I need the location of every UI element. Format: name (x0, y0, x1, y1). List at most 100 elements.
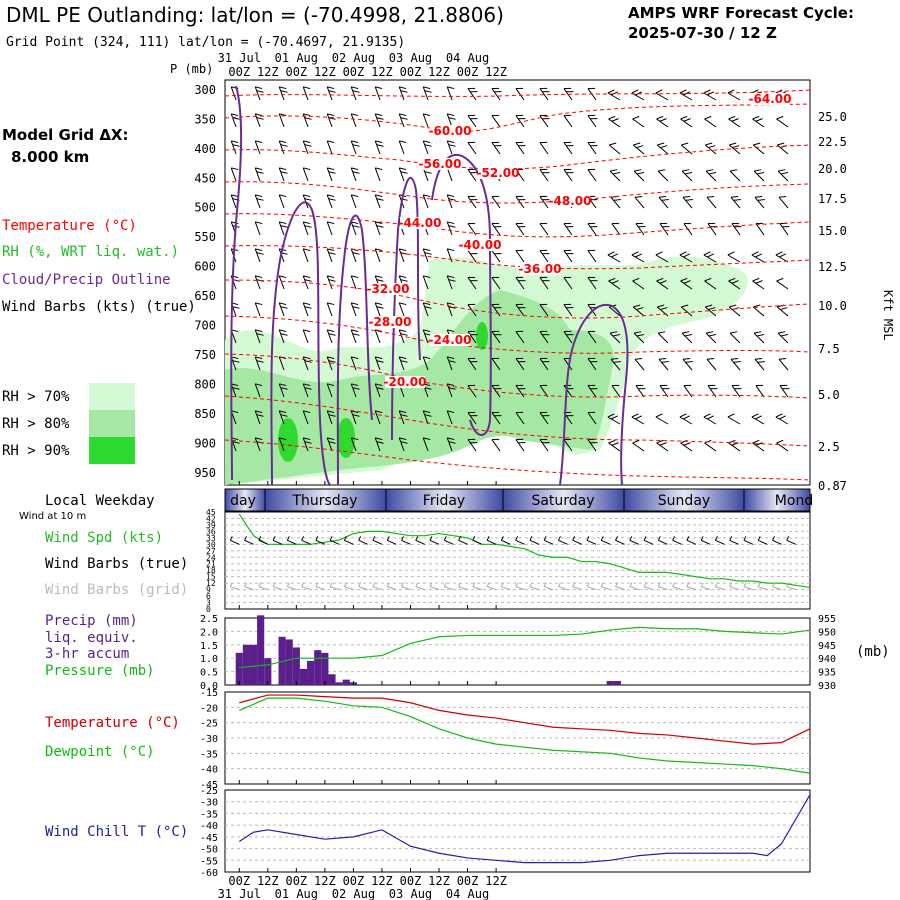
wind-barb (728, 115, 741, 128)
top-hour-labels: 00Z 12Z 00Z 12Z 00Z 12Z 00Z 12Z 00Z 12Z (228, 65, 507, 79)
wind-barb (398, 248, 408, 263)
wind-barb (398, 329, 408, 344)
wind-barb (302, 302, 312, 317)
wind-barb (539, 87, 550, 101)
wind-barb (727, 413, 741, 425)
temp-y-tick: -15 (200, 688, 218, 699)
top-hour-label: 12Z (257, 65, 279, 79)
wind-barb (658, 357, 669, 371)
wind-barb (730, 195, 741, 209)
pressure-tick: 850 (194, 407, 216, 421)
wind-barb (326, 194, 336, 209)
temp-y-tick: -35 (200, 749, 218, 760)
wind-barb (491, 411, 502, 425)
wind-barb (302, 140, 312, 155)
wind-barb (587, 411, 597, 425)
precip-bar (264, 658, 272, 685)
wind-barb (467, 168, 478, 182)
wind-barb (446, 356, 456, 371)
precip-label: Precip (mm) (45, 613, 138, 629)
wind-chill-panel-content: -25-30-35-40-45-50-55-60 (200, 786, 811, 879)
legend-wind: Wind Barbs (kts) (true) (2, 299, 196, 315)
wind-barb (278, 86, 288, 101)
wind-barb (467, 114, 478, 128)
day-segment (743, 488, 811, 512)
contour-label-bg (368, 283, 408, 295)
wind-barb (446, 275, 456, 290)
wind-barbs-true-label: Wind Barbs (true) (45, 556, 188, 572)
wind-barb (681, 169, 693, 182)
wind-barb (350, 194, 359, 209)
wind-barb (776, 277, 789, 290)
temperature-line (239, 694, 811, 745)
wind-barb (254, 329, 264, 344)
dewpoint-panel-label: Dewpoint (°C) (45, 744, 155, 760)
wind-barb (467, 303, 477, 317)
upper-wind-barbs (230, 86, 790, 452)
wind-barb (491, 357, 501, 371)
wind-barb (633, 331, 645, 344)
wind-barb (754, 357, 765, 371)
wind-barb (467, 330, 478, 344)
wind-barb (656, 142, 669, 155)
wind-barb-grid (586, 582, 597, 591)
chill-y-tick: -50 (200, 845, 218, 856)
wind-y-tick: 30 (206, 540, 216, 549)
rh90-region-2 (337, 418, 355, 458)
wind-barb (254, 86, 264, 101)
wind-y-tick: 6 (206, 592, 211, 601)
contour-label-bg (370, 316, 410, 328)
figure-title: DML PE Outlanding: lat/lon = (-70.4998, … (6, 3, 504, 27)
wind-barb (302, 410, 311, 425)
wind-barb (751, 251, 765, 263)
wind-barb-grid (600, 582, 611, 591)
wind-barb (631, 251, 645, 263)
pressure-y-tick: 935 (818, 668, 836, 679)
wind-barb (681, 331, 693, 344)
wind-barb (779, 384, 790, 398)
contour-label: -64.00 (749, 92, 792, 106)
wind-barb (563, 276, 573, 290)
wind-barb (563, 141, 574, 155)
temperature-panel (224, 691, 811, 785)
pressure-tick: 350 (194, 112, 216, 126)
wind-barb (777, 331, 789, 344)
wind-barb (491, 87, 502, 101)
wind-barb (609, 331, 621, 344)
wind-barb (467, 222, 477, 236)
wind-barb (467, 141, 477, 155)
bottom-hour-label: 00Z (285, 874, 307, 888)
day-name: Friday (423, 493, 465, 509)
wind-barb (422, 86, 432, 101)
wind-barb (326, 302, 335, 317)
wind-barb (751, 413, 765, 425)
wind-barb (398, 356, 408, 371)
precip-bar (285, 639, 293, 685)
wind-barb (422, 113, 431, 128)
pressure-label: Pressure (mb) (45, 663, 155, 679)
pressure-tick: 650 (194, 289, 216, 303)
wind-barb-grid (672, 582, 682, 591)
wind-barb-grid (401, 582, 411, 591)
wind-barb (278, 194, 287, 209)
wind-barb (422, 356, 431, 371)
wind-barb (729, 331, 741, 344)
wind-barb (230, 167, 239, 182)
wind-barb-true (557, 536, 568, 545)
legend-rh70-swatch (89, 383, 135, 410)
wind-barb-true (415, 536, 425, 545)
wind-barb (254, 221, 263, 236)
wind-barb (278, 167, 288, 182)
pressure-tick: 950 (194, 466, 216, 480)
wind-barb (326, 410, 336, 425)
wind-barb-grid (657, 582, 668, 591)
day-name: Thursday (291, 493, 357, 509)
wind-barb (679, 413, 693, 425)
weekday-band: day Thursday Friday Saturday Sunday Mond (224, 488, 813, 512)
wind-barb (374, 329, 383, 344)
wind-barb (563, 114, 573, 128)
wind-barb (422, 248, 432, 263)
wind-barb (350, 167, 360, 182)
wind-barb (539, 357, 550, 371)
